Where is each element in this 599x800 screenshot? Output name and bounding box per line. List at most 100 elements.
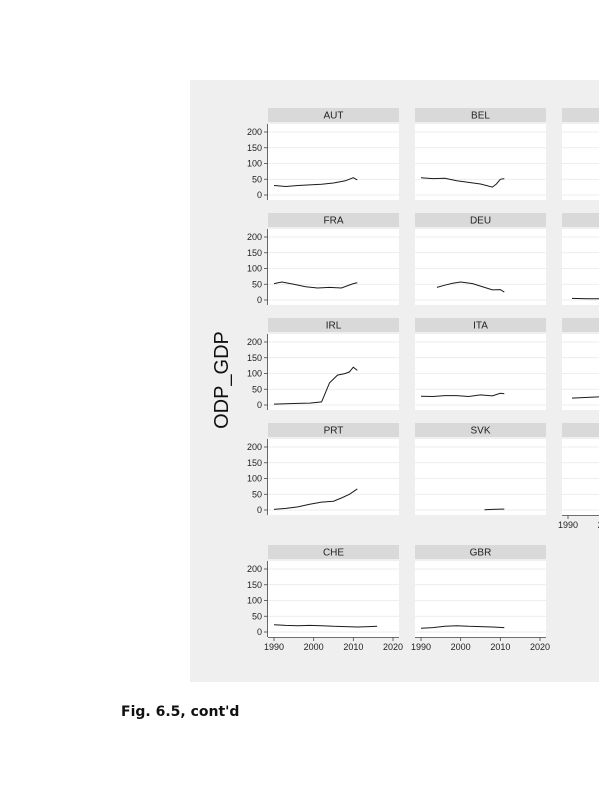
facet-panel: SVK xyxy=(415,423,546,515)
facet-strip xyxy=(268,108,399,122)
y-tick-label: 0 xyxy=(257,505,262,515)
y-tick-label: 50 xyxy=(252,174,262,184)
series-line xyxy=(571,396,599,399)
x-tick-label: 2020 xyxy=(530,642,550,652)
plot-area xyxy=(268,439,399,515)
x-tick-label: 1990 xyxy=(411,642,431,652)
x-tick-label: 2000 xyxy=(598,520,599,530)
facet-strip xyxy=(562,423,599,437)
y-tick-label: 200 xyxy=(247,442,262,452)
facet-panel: ITA xyxy=(415,318,546,410)
facet-title: ITA xyxy=(473,321,488,332)
facet-strip xyxy=(562,108,599,122)
y-tick-label: 150 xyxy=(247,143,262,153)
facet-title: IRL xyxy=(326,321,342,332)
facet-title: GBR xyxy=(470,548,492,559)
y-tick-label: 50 xyxy=(252,489,262,499)
series-line xyxy=(571,297,599,300)
plot-area xyxy=(268,229,399,305)
y-tick-label: 100 xyxy=(247,264,262,274)
plot-area xyxy=(415,229,546,305)
y-tick-label: 0 xyxy=(257,627,262,637)
facet-strip xyxy=(562,318,599,332)
facet-panel xyxy=(562,108,599,200)
x-tick-label: 2000 xyxy=(451,642,471,652)
facet-strip xyxy=(415,108,546,122)
series-line xyxy=(484,508,505,511)
facet-strip xyxy=(268,213,399,227)
plot-area xyxy=(415,439,546,515)
y-tick-label: 150 xyxy=(247,458,262,468)
y-axis-title: ODP_GDP xyxy=(211,331,233,429)
facet-panel: FRA 0 50 100 150 200 xyxy=(247,213,399,305)
facet-strip xyxy=(268,423,399,437)
facet-strip xyxy=(415,545,546,559)
y-tick-label: 0 xyxy=(257,190,262,200)
y-tick-label: 50 xyxy=(252,611,262,621)
y-tick-label: 150 xyxy=(247,353,262,363)
plot-area xyxy=(415,334,546,410)
plot-area xyxy=(415,561,546,637)
y-tick-label: 200 xyxy=(247,232,262,242)
facet-title: AUT xyxy=(324,111,344,122)
plot-area xyxy=(562,124,599,200)
y-tick-label: 50 xyxy=(252,279,262,289)
series-line xyxy=(273,488,358,510)
y-tick-label: 100 xyxy=(247,474,262,484)
facet-title: FRA xyxy=(324,216,344,227)
facet-panel: GBR 1990 2000 2010 2020 xyxy=(411,545,550,652)
y-tick-label: 50 xyxy=(252,384,262,394)
figure-caption: Fig. 6.5, cont'd xyxy=(121,704,240,720)
facet-strip xyxy=(268,318,399,332)
facet-title: BEL xyxy=(471,111,490,122)
y-tick-label: 200 xyxy=(247,564,262,574)
plot-area xyxy=(415,124,546,200)
series-line xyxy=(273,624,378,628)
x-tick-label: 2000 xyxy=(304,642,324,652)
x-tick-label: 2010 xyxy=(490,642,510,652)
series-line xyxy=(273,366,358,405)
facet-strip xyxy=(415,318,546,332)
plot-area xyxy=(562,439,599,515)
x-tick-label: 2010 xyxy=(343,642,363,652)
x-tick-label: 2020 xyxy=(383,642,403,652)
facet-panel: CHE 0 50 100 150 200 1990 2000 2010 2020 xyxy=(247,545,403,652)
facet-panel xyxy=(562,213,599,305)
facet-title: CHE xyxy=(323,548,344,559)
x-tick-label: 1990 xyxy=(558,520,578,530)
facet-strip xyxy=(562,213,599,227)
facet-panel: PRT 0 50 100 150 200 xyxy=(247,423,399,515)
plot-area xyxy=(562,229,599,305)
plot-area xyxy=(268,334,399,410)
facet-strip xyxy=(415,423,546,437)
figure-panel: ODP_GDP AUT 0 50 100 150 200 BEL FRA 0 50 100 150 200… xyxy=(190,80,599,682)
y-tick-label: 100 xyxy=(247,369,262,379)
series-line xyxy=(273,281,358,289)
series-line xyxy=(420,625,505,629)
facet-panel: BEL xyxy=(415,108,546,200)
facet-title: DEU xyxy=(470,216,491,227)
y-tick-label: 0 xyxy=(257,295,262,305)
y-tick-label: 150 xyxy=(247,248,262,258)
series-line xyxy=(420,392,505,398)
facet-title: SVK xyxy=(470,426,490,437)
plot-area xyxy=(268,561,399,637)
y-tick-label: 0 xyxy=(257,400,262,410)
series-line xyxy=(273,177,358,188)
y-tick-label: 100 xyxy=(247,159,262,169)
facet-panel: IRL 0 50 100 150 200 xyxy=(247,318,399,410)
x-tick-label: 1990 xyxy=(264,642,284,652)
chart-svg: ODP_GDP AUT 0 50 100 150 200 BEL FRA 0 50 100 150 200… xyxy=(211,108,599,652)
facet-title: PRT xyxy=(324,426,344,437)
facet-panel: DEU xyxy=(415,213,546,305)
facet-panel: AUT 0 50 100 150 200 xyxy=(247,108,399,200)
facet-strip xyxy=(415,213,546,227)
y-tick-label: 200 xyxy=(247,127,262,137)
y-tick-label: 150 xyxy=(247,580,262,590)
facet-panel xyxy=(562,318,599,410)
y-tick-label: 100 xyxy=(247,596,262,606)
y-tick-label: 200 xyxy=(247,337,262,347)
facet-strip xyxy=(268,545,399,559)
plot-area xyxy=(268,124,399,200)
